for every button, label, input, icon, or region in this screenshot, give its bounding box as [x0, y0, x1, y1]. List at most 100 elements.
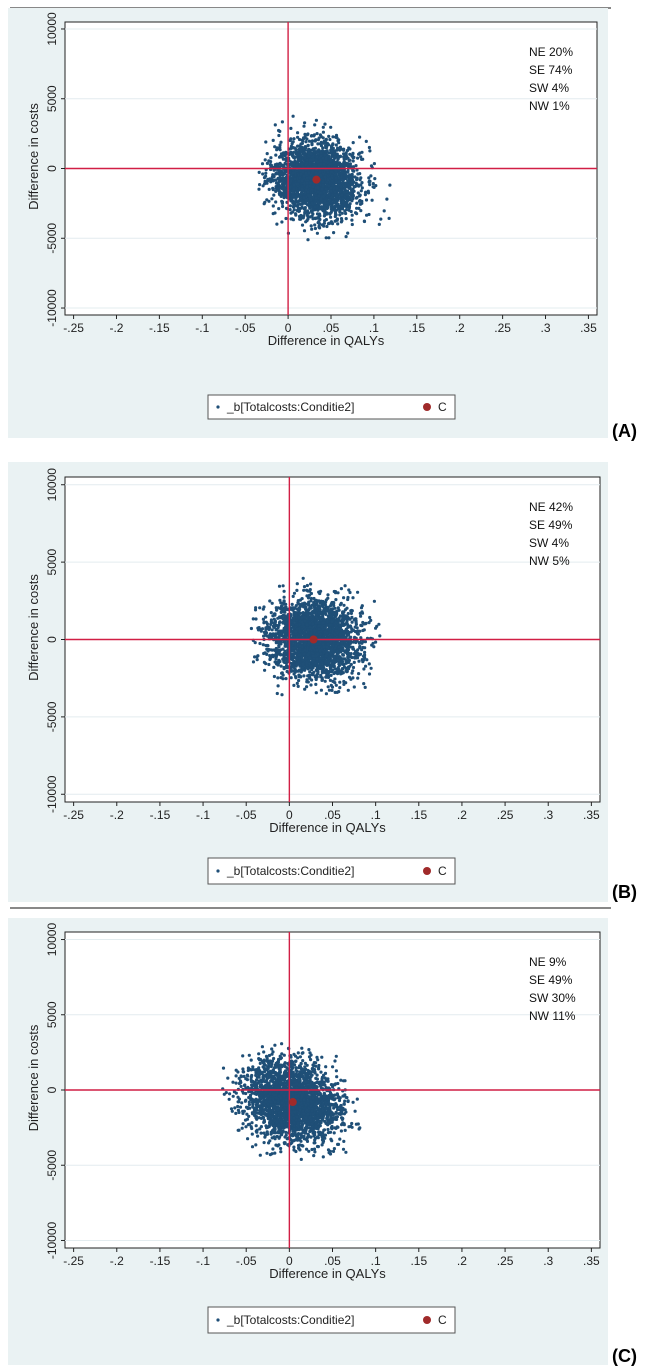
scatter-point	[278, 190, 282, 194]
y-tick-label: 0	[45, 165, 59, 172]
scatter-point	[319, 154, 323, 158]
scatter-point	[321, 125, 325, 129]
scatter-point	[305, 185, 309, 189]
scatter-point	[249, 626, 253, 631]
scatter-point	[363, 646, 367, 650]
scatter-point	[343, 181, 347, 185]
scatter-point	[330, 149, 334, 153]
scatter-point	[282, 164, 286, 168]
scatter-point	[315, 606, 320, 610]
scatter-point	[253, 641, 257, 645]
scatter-point	[332, 161, 336, 165]
scatter-point	[333, 208, 337, 212]
scatter-point	[320, 187, 324, 191]
scatter-point	[313, 624, 318, 628]
scatter-point	[282, 660, 287, 665]
scatter-point	[301, 170, 305, 174]
quadrant-percentage: SE 74%	[529, 63, 573, 77]
scatter-point	[369, 164, 374, 168]
scatter-point	[299, 191, 304, 195]
scatter-point	[385, 197, 389, 201]
scatter-point	[274, 200, 278, 204]
scatter-point	[280, 120, 284, 124]
scatter-point	[274, 641, 278, 645]
scatter-point	[279, 140, 283, 144]
scatter-point	[337, 690, 341, 694]
scatter-point	[334, 683, 338, 687]
scatter-point	[337, 196, 342, 200]
scatter-point	[302, 181, 307, 185]
scatter-point	[332, 657, 336, 661]
scatter-point	[314, 682, 318, 687]
y-tick-label: 10000	[45, 12, 59, 46]
scatter-point	[353, 629, 357, 634]
scatter-point	[307, 139, 312, 143]
scatter-point	[316, 142, 320, 146]
scatter-point	[322, 608, 326, 612]
scatter-point	[326, 685, 330, 689]
scatter-point	[302, 136, 306, 140]
scatter-point	[332, 671, 336, 676]
scatter-point	[343, 186, 347, 191]
scatter-point	[333, 149, 337, 153]
scatter-point	[335, 136, 339, 140]
scatter-point	[363, 685, 367, 690]
scatter-point	[360, 150, 364, 154]
scatter-point	[355, 212, 359, 216]
scatter-point	[368, 149, 372, 153]
scatter-point	[317, 225, 321, 229]
scatter-point	[328, 623, 332, 627]
scatter-point	[294, 675, 298, 679]
scatter-point	[341, 657, 345, 661]
scatter-point	[297, 179, 301, 183]
scatter-point	[333, 204, 337, 208]
scatter-point	[315, 657, 319, 662]
scatter-point	[269, 178, 273, 182]
scatter-point	[292, 208, 296, 212]
scatter-point	[327, 193, 331, 197]
scatter-point	[323, 199, 327, 203]
scatter-point	[315, 231, 319, 235]
scatter-point	[302, 174, 306, 178]
scatter-point	[296, 135, 300, 139]
scatter-point	[281, 657, 285, 661]
scatter-point	[331, 135, 335, 139]
scatter-point	[329, 614, 334, 619]
scatter-point	[301, 139, 305, 143]
scatter-point	[342, 190, 347, 194]
scatter-point	[324, 187, 328, 191]
scatter-point	[379, 217, 383, 221]
scatter-point	[272, 674, 276, 679]
scatter-point	[336, 146, 340, 150]
scatter-point	[329, 145, 334, 149]
scatter-point	[377, 622, 381, 626]
scatter-point	[260, 162, 265, 166]
scatter-point	[314, 118, 318, 122]
scatter-point	[328, 198, 332, 202]
scatter-point	[359, 176, 363, 180]
scatter-point	[338, 154, 342, 158]
scatter-cloud	[257, 114, 392, 242]
scatter-point	[309, 683, 313, 687]
scatter-point	[258, 641, 262, 646]
scatter-point	[272, 665, 276, 670]
scatter-point	[263, 179, 267, 183]
scatter-point	[292, 162, 296, 166]
scatter-point	[350, 175, 354, 179]
scatter-point	[311, 611, 315, 615]
scatter-point	[319, 173, 323, 177]
scatter-point	[305, 680, 309, 684]
scatter-point	[284, 192, 288, 197]
scatter-point	[308, 196, 312, 201]
scatter-point	[340, 211, 344, 215]
scatter-point	[275, 172, 279, 176]
scatter-point	[344, 161, 348, 165]
scatter-point	[325, 143, 329, 147]
scatter-point	[283, 614, 287, 618]
scatter-point	[310, 227, 314, 231]
scatter-point	[317, 194, 321, 198]
scatter-point	[367, 176, 371, 180]
scatter-point	[303, 132, 307, 136]
scatter-point	[367, 672, 372, 676]
scatter-point	[329, 186, 333, 190]
